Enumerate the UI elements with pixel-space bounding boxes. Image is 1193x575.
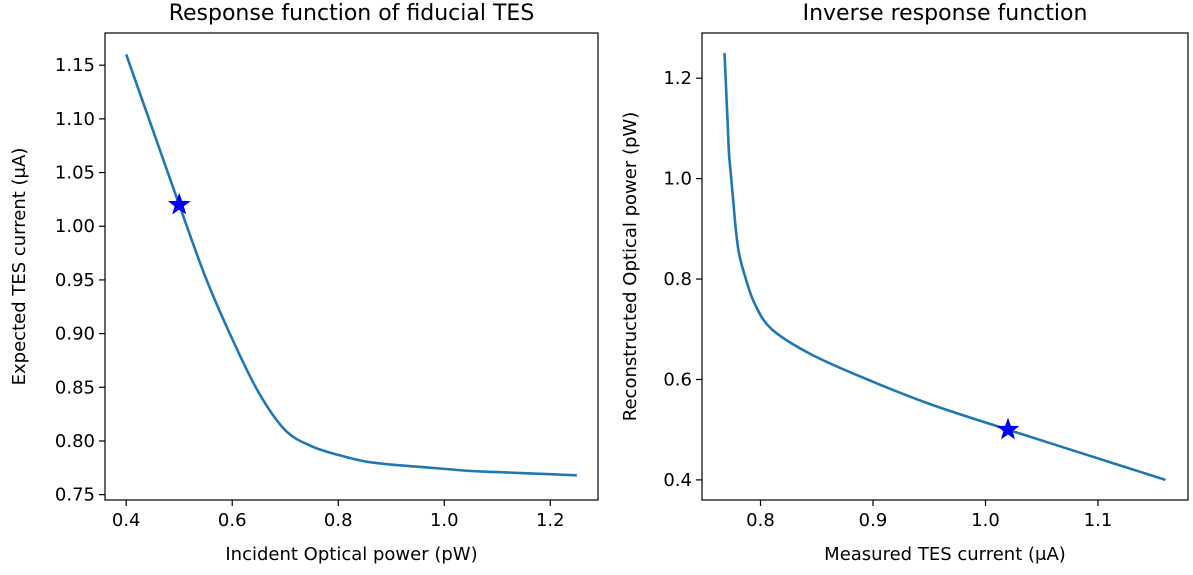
chart-title: Inverse response function	[803, 1, 1088, 26]
left-chart: 0.4 0.6 0.8 1.0 1.2 0.75 0.80 0.85 0.90 0.95 1.00 1…	[9, 1, 599, 565]
y-tick-label: 1.10	[55, 109, 95, 130]
star-marker-0	[167, 192, 191, 215]
star-marker-0	[996, 417, 1020, 440]
x-axis-label: Incident Optical power (pW)	[225, 544, 477, 565]
x-tick-label: 0.9	[859, 510, 888, 531]
chart-title: Response function of fiducial TES	[169, 1, 535, 26]
x-axis-label: Measured TES current (μA)	[824, 544, 1066, 565]
y-tick-label: 1.2	[663, 68, 692, 89]
axes-frame	[104, 32, 599, 501]
y-tick-label: 0.80	[55, 431, 95, 452]
y-tick-label: 1.0	[663, 169, 692, 190]
right-chart: 0.8 0.9 1.0 1.1 0.4 0.6 0.8 1.0 1.2 Inverse respo…	[620, 1, 1189, 565]
x-tick-label: 1.2	[536, 510, 565, 531]
x-tick-label: 1.1	[1084, 510, 1113, 531]
x-tick-label: 0.4	[112, 510, 141, 531]
y-tick-label: 1.05	[55, 163, 95, 184]
y-tick-label: 0.75	[55, 485, 95, 506]
x-tick-label: 0.8	[324, 510, 353, 531]
y-tick-label: 0.4	[663, 470, 692, 491]
series-line-0	[124, 54, 577, 477]
x-tick-label: 1.0	[971, 510, 1000, 531]
y-tick-label: 0.8	[663, 269, 692, 290]
y-axis-label: Expected TES current (μA)	[9, 148, 30, 386]
y-axis-label: Reconstructed Optical power (pW)	[620, 112, 641, 421]
y-tick-label: 0.6	[663, 369, 692, 390]
y-tick-label: 0.95	[55, 270, 95, 291]
x-tick-label: 0.6	[218, 510, 247, 531]
y-tick-label: 0.85	[55, 377, 95, 398]
y-tick-label: 1.00	[55, 216, 95, 237]
axes-frame	[701, 32, 1189, 501]
x-tick-label: 1.0	[430, 510, 459, 531]
y-tick-label: 0.90	[55, 324, 95, 345]
x-tick-label: 0.8	[746, 510, 775, 531]
y-tick-label: 1.15	[55, 55, 95, 76]
series-line-0	[723, 53, 1166, 482]
